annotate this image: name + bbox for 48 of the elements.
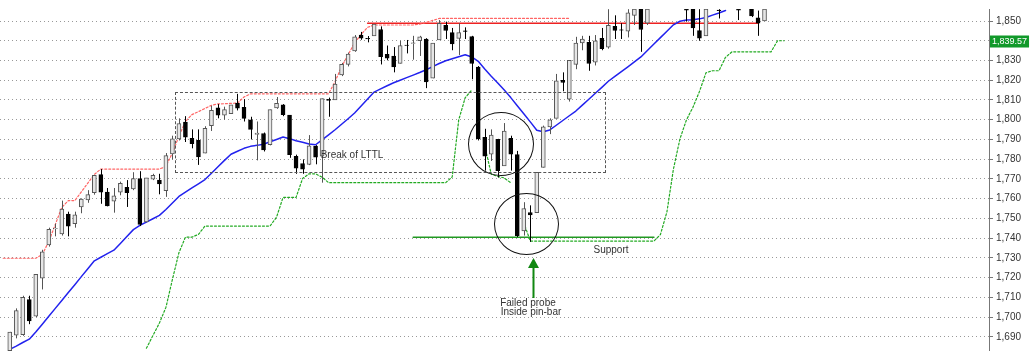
y-tick-label: 1,770 <box>996 172 1022 184</box>
y-tick-label: 1,830 <box>996 54 1022 66</box>
candlestick <box>26 295 32 325</box>
candlestick <box>697 9 702 42</box>
annotation: 1,839.57 <box>992 36 1028 47</box>
y-tick-label: 1,810 <box>996 93 1022 105</box>
y-tick-label: 1,720 <box>996 271 1022 283</box>
annotation: Break of LTTL <box>320 148 384 160</box>
candlestick <box>684 9 689 23</box>
candlestick <box>248 116 253 140</box>
line-series <box>2 17 570 259</box>
candlestick <box>527 204 533 243</box>
candlestick <box>560 71 566 92</box>
y-tick-label: 1,820 <box>996 73 1022 85</box>
y-tick-label: 1,700 <box>996 310 1022 322</box>
candlestick <box>456 22 462 56</box>
candlestick <box>65 211 71 237</box>
candlestick <box>170 135 175 160</box>
y-tick-label: 1,850 <box>996 14 1022 26</box>
candlestick <box>449 27 455 51</box>
y-tick-label: 1,760 <box>996 192 1022 204</box>
candlestick <box>157 173 162 195</box>
candlestick <box>59 200 65 237</box>
candlestick <box>593 34 598 66</box>
y-tick-label: 1,740 <box>996 231 1022 243</box>
candlestick <box>488 128 494 162</box>
y-tick-label: 1,730 <box>996 251 1022 263</box>
candlestick <box>46 227 52 248</box>
y-tick-label: 1,780 <box>996 152 1022 164</box>
candlestick <box>209 105 214 132</box>
candlestick <box>436 19 442 41</box>
candlestick <box>521 201 527 237</box>
candlestick <box>606 9 611 50</box>
candlestick <box>196 128 201 166</box>
candlestick <box>482 128 488 172</box>
y-tick-label: 1,800 <box>996 113 1022 125</box>
candlestick <box>391 46 396 73</box>
candlestick <box>508 135 514 172</box>
candlestick <box>13 307 19 339</box>
annotation: Failed probe <box>500 296 557 308</box>
y-tick-label: 1,790 <box>996 133 1022 145</box>
y-tick-label: 1,710 <box>996 291 1022 303</box>
y-tick-label: 1,750 <box>996 212 1022 224</box>
candlestick <box>254 120 260 161</box>
annotation: Support <box>593 243 629 255</box>
y-tick-label: 1,690 <box>996 330 1022 342</box>
candlestick <box>183 115 188 143</box>
candlestick <box>313 144 318 165</box>
